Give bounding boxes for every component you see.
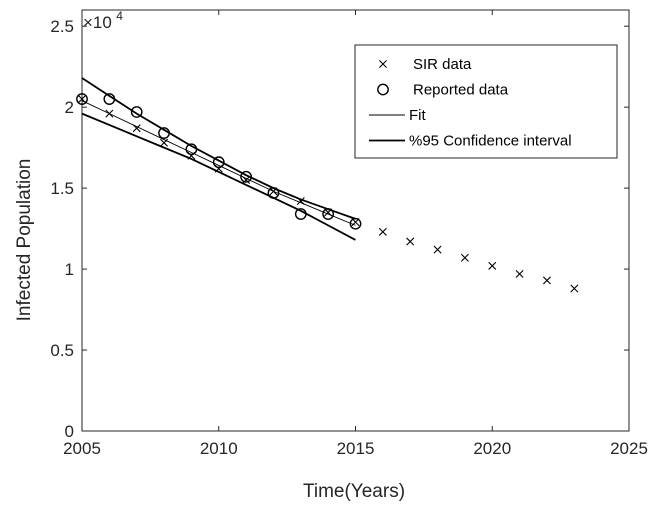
legend-symbol-sir-data xyxy=(379,60,387,68)
reported-data-point xyxy=(212,156,225,169)
y-tick-label: 0.5 xyxy=(50,341,74,360)
y-tick-label: 1.5 xyxy=(50,179,74,198)
sir-data-point xyxy=(406,237,415,246)
reported-data-point xyxy=(76,93,88,105)
legend-label: Fit xyxy=(409,107,426,124)
reported-data-point xyxy=(294,208,307,220)
fit-line xyxy=(81,100,356,226)
plot-area: 2005 2010 2015 2020 2025 0 0.5 1 1.5 2 2.5 xyxy=(50,9,648,458)
x-tick-label: 2025 xyxy=(610,439,648,458)
reported-data-point xyxy=(267,187,280,199)
sir-data-point xyxy=(433,245,442,254)
x-tick-label: 2015 xyxy=(337,439,375,458)
legend-box xyxy=(354,44,618,159)
sir-data-point xyxy=(132,124,141,133)
x-tick-label: 2005 xyxy=(63,439,101,458)
y-tick-label: 2 xyxy=(65,98,74,117)
y-tick-label: 0 xyxy=(65,422,74,441)
y-tick-label: 2.5 xyxy=(50,17,74,36)
y-axis-label: Infected Population xyxy=(14,159,35,322)
sir-data-point xyxy=(378,227,387,236)
y-multiplier-exponent: 4 xyxy=(116,9,123,23)
legend-symbol-reported-data xyxy=(377,83,389,96)
sir-data-point xyxy=(488,261,497,270)
confidence-interval-line xyxy=(81,112,356,241)
sir-data-point xyxy=(160,138,169,147)
legend-label: Reported data xyxy=(413,82,509,99)
sir-data-point xyxy=(570,284,579,293)
sir-data-point xyxy=(105,109,114,118)
reported-data-point xyxy=(322,208,335,220)
x-tick-label: 2020 xyxy=(473,439,511,458)
confidence-interval-line xyxy=(81,77,356,220)
legend-label: %95 Confidence interval xyxy=(409,133,572,150)
sir-data-point xyxy=(296,197,305,206)
reported-data-point xyxy=(240,170,253,183)
reported-data-point xyxy=(158,127,170,139)
x-tick-label: 2010 xyxy=(200,439,238,458)
y-multiplier: ×10 4 xyxy=(83,9,123,32)
legend: SIR data Reported data Fit %95 Confidence i… xyxy=(354,44,618,159)
reported-data-point xyxy=(130,106,143,118)
sir-data-point xyxy=(242,176,251,185)
legend-label: SIR data xyxy=(413,56,472,73)
sir-data-point xyxy=(515,269,524,278)
reported-data-point xyxy=(185,143,198,156)
sir-data-point xyxy=(542,276,551,285)
y-tick-label: 1 xyxy=(65,260,74,279)
sir-data-point xyxy=(78,95,86,104)
reported-data-point xyxy=(103,93,116,105)
reported-data-point xyxy=(349,217,362,230)
sir-data-point xyxy=(460,253,469,262)
y-multiplier-base: ×10 xyxy=(83,13,112,32)
x-axis-label: Time(Years) xyxy=(303,481,405,502)
